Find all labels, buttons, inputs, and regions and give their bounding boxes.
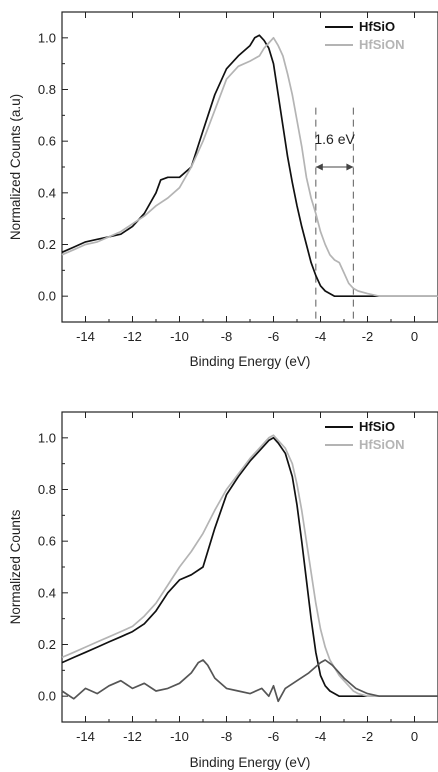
y-tick-label: 0.0 (38, 289, 56, 304)
x-tick-label: -12 (123, 729, 142, 744)
x-tick-label: -12 (123, 329, 142, 344)
y-tick-label: 0.8 (38, 82, 56, 97)
series-line-0 (61, 436, 438, 698)
series-line-0 (61, 34, 438, 298)
series-line-2 (61, 659, 438, 703)
x-tick-label: -10 (170, 329, 189, 344)
plot-frame (61, 11, 438, 323)
x-tick-label: -14 (76, 729, 95, 744)
series-line-1 (61, 434, 438, 698)
x-tick-label: -8 (221, 729, 233, 744)
arrowhead-left-icon (315, 163, 323, 171)
y-tick-label: 0.4 (38, 585, 56, 600)
x-tick-label: -2 (362, 729, 374, 744)
legend-label: HfSiO (359, 419, 395, 434)
x-tick-label: -8 (221, 329, 233, 344)
arrowhead-right-icon (346, 163, 354, 171)
y-tick-label: 1.0 (38, 30, 56, 45)
y-axis-title: Normalized Counts (a.u) (8, 94, 23, 240)
y-tick-label: 0.4 (38, 185, 56, 200)
y-tick-label: 0.2 (38, 637, 56, 652)
x-tick-label: -6 (268, 729, 280, 744)
y-tick-label: 0.0 (38, 689, 56, 704)
y-axis-title: Normalized Counts (8, 509, 23, 624)
x-tick-label: 0 (411, 729, 418, 744)
y-tick-label: 0.6 (38, 534, 56, 549)
series-line-1 (61, 36, 438, 298)
x-tick-label: -14 (76, 329, 95, 344)
plot-bottom: -14 -12 -10 -8 -6 -4 -2 0 0.0 0.2 0.4 0.6 0.8 1.0 Bind… (8, 411, 438, 770)
legend-label: HfSiO (359, 19, 395, 34)
y-tick-label: 0.8 (38, 482, 56, 497)
plot-top: -14 -12 -10 -8 -6 -4 -2 0 0.0 0.2 0.4 0.6 0.8 1.0 Bind… (8, 11, 438, 369)
legend-label: HfSiON (359, 437, 405, 452)
x-tick-label: -6 (268, 329, 280, 344)
x-tick-label: 0 (411, 329, 418, 344)
y-tick-label: 0.2 (38, 237, 56, 252)
y-tick-label: 1.0 (38, 430, 56, 445)
y-tick-label: 0.6 (38, 134, 56, 149)
x-tick-label: -4 (315, 729, 327, 744)
x-tick-label: -4 (315, 329, 327, 344)
x-axis-title: Binding Energy (eV) (190, 755, 311, 770)
legend-label: HfSiON (359, 37, 405, 52)
x-tick-label: -10 (170, 729, 189, 744)
x-tick-label: -2 (362, 329, 374, 344)
annotation-label: 1.6 eV (314, 131, 355, 147)
x-axis-title: Binding Energy (eV) (190, 354, 311, 369)
